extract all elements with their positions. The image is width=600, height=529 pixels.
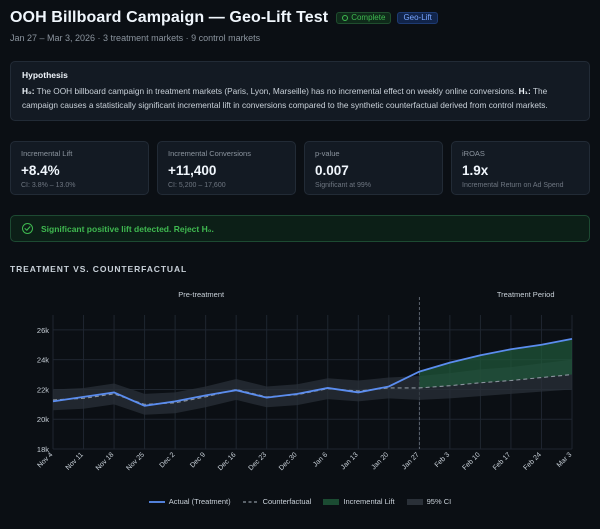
result-alert: Significant positive lift detected. Reje… [10, 215, 590, 242]
metric-label: iROAS [462, 149, 485, 158]
x-tick-label: Dec 9 [189, 451, 207, 469]
chart-legend: Actual (Treatment) Counterfactual Increm… [0, 497, 600, 506]
metric-card-conversions: Incremental Conversions +11,400 CI: 5,20… [157, 141, 296, 195]
x-tick-label: Feb 10 [461, 451, 481, 471]
x-tick-label: Nov 11 [65, 451, 85, 471]
y-tick-label: 22k [37, 385, 49, 394]
hypothesis-card: Hypothesis H₀: The OOH billboard campaig… [10, 61, 590, 121]
alert-text: Significant positive lift detected. Reje… [41, 223, 214, 234]
legend-swatch-actual [148, 500, 165, 503]
page-header: OOH Billboard Campaign — Geo-Lift Test C… [10, 8, 590, 43]
page-subtitle: Jan 27 – Mar 3, 2026 · 3 treatment marke… [10, 33, 261, 43]
h1-label: H₁: [518, 86, 531, 96]
check-circle-icon [22, 223, 33, 234]
x-tick-label: Jan 27 [401, 451, 421, 471]
y-tick-label: 26k [37, 326, 49, 335]
legend-label: Incremental Lift [343, 497, 395, 506]
metric-card-iroas: iROAS 1.9x Incremental Return on Ad Spen… [451, 141, 590, 195]
actual-line [52, 337, 573, 407]
x-tick-label: Dec 2 [159, 451, 177, 469]
status-badge: Complete [336, 12, 392, 24]
legend-label: 95% CI [426, 497, 452, 506]
metric-sub: Incremental Return on Ad Spend [462, 182, 564, 189]
y-tick-label: 24k [37, 356, 49, 365]
legend-swatch-ci [406, 498, 423, 505]
x-tick-label: Jan 20 [370, 451, 390, 471]
treatment-period-label: Treatment Period [497, 290, 555, 299]
x-tick-label: Nov 4 [37, 451, 55, 469]
x-tick-label: Jan 13 [340, 451, 360, 471]
legend-label: Actual (Treatment) [168, 497, 231, 506]
metric-value: 0.007 [315, 163, 349, 178]
legend-label: Counterfactual [262, 497, 312, 506]
legend-item-ci: 95% CI [406, 497, 452, 506]
x-tick-label: Nov 25 [125, 451, 146, 472]
status-badge-label: Complete [351, 13, 386, 22]
metric-sub: CI: 5,200 – 17,600 [168, 182, 226, 189]
hypothesis-title: Hypothesis [22, 70, 68, 80]
incremental-lift-area [419, 338, 572, 388]
legend-item-counterfactual: Counterfactual [242, 497, 312, 506]
h0-text: The OOH billboard campaign in treatment … [34, 86, 519, 96]
h1-text: The campaign causes a statistically sign… [22, 86, 548, 110]
legend-swatch-lift [323, 498, 340, 505]
x-tick-label: Feb 24 [523, 451, 543, 471]
y-tick-label: 18k [37, 445, 49, 454]
h0-label: H₀: [22, 86, 35, 96]
page-title: OOH Billboard Campaign — Geo-Lift Test [10, 9, 329, 26]
x-tick-label: Mar 3 [556, 451, 574, 469]
metric-card-pvalue: p-value 0.007 Significant at 99% [304, 141, 443, 195]
x-tick-label: Feb 17 [492, 451, 512, 471]
ci-band [53, 359, 572, 415]
metric-sub: Significant at 99% [315, 182, 372, 189]
metric-value: +8.4% [21, 163, 60, 178]
metric-label: Incremental Lift [21, 149, 73, 158]
metrics-row: Incremental Lift +8.4% CI: 3.8% – 13.0% … [10, 141, 590, 195]
x-tick-label: Feb 3 [434, 451, 452, 469]
legend-item-lift: Incremental Lift [323, 497, 395, 506]
hypothesis-text: H₀: The OOH billboard campaign in treatm… [22, 84, 578, 112]
type-badge: Geo-Lift [397, 12, 438, 24]
x-tick-label: Dec 16 [217, 451, 238, 472]
y-tick-label: 20k [37, 415, 49, 424]
x-tick-label: Dec 30 [278, 451, 299, 472]
metric-sub: CI: 3.8% – 13.0% [21, 182, 76, 189]
metric-card-lift: Incremental Lift +8.4% CI: 3.8% – 13.0% [10, 141, 149, 195]
status-dot-icon [342, 15, 349, 21]
pre-treatment-label: Pre-treatment [178, 290, 225, 299]
metric-value: 1.9x [462, 163, 489, 178]
chart: 18k 20k 22k 24k 26k Nov 4 Nov 11 Nov 18 Nov 25 De… [37, 290, 574, 472]
metric-value: +11,400 [168, 163, 217, 178]
x-tick-label: Jan 6 [312, 451, 329, 468]
legend-item-actual: Actual (Treatment) [148, 497, 231, 506]
metric-label: p-value [315, 149, 340, 158]
legend-swatch-counterfactual [242, 500, 259, 503]
chart-section-title: TREATMENT VS. COUNTERFACTUAL [10, 264, 188, 274]
metric-label: Incremental Conversions [168, 149, 251, 158]
x-tick-label: Dec 23 [247, 451, 268, 472]
x-tick-label: Nov 18 [95, 451, 116, 472]
